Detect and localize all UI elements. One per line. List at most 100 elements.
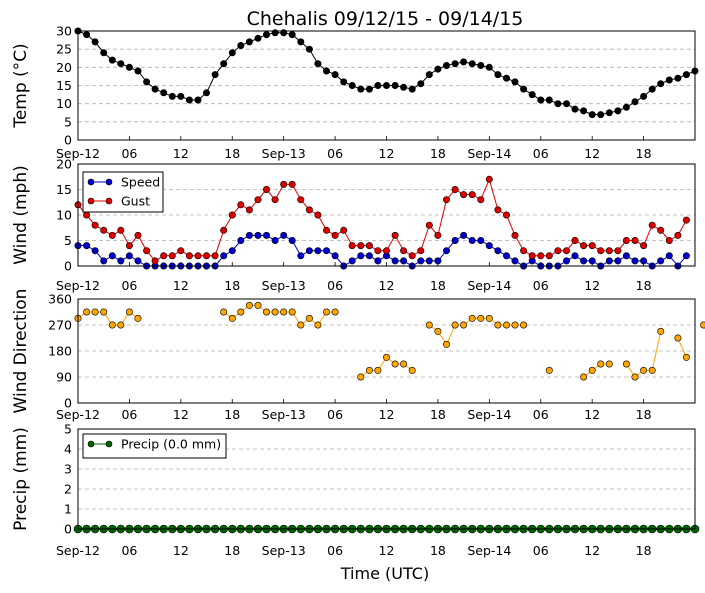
legend-label: Gust	[121, 194, 150, 209]
data-point	[562, 247, 570, 255]
data-point	[425, 257, 433, 265]
data-point	[511, 231, 519, 239]
data-point	[237, 201, 245, 209]
x-tick-label: 12	[584, 146, 600, 161]
data-point	[511, 321, 519, 329]
data-point	[254, 301, 262, 309]
data-point	[477, 61, 485, 69]
x-tick-label: 06	[533, 278, 549, 293]
x-tick-label: 18	[636, 278, 652, 293]
x-tick-label: 06	[327, 146, 343, 161]
data-point	[117, 321, 125, 329]
y-tick-label: 3	[64, 462, 72, 477]
data-point	[485, 63, 493, 71]
data-point	[228, 247, 236, 255]
data-point	[143, 78, 151, 86]
legend: Speed Gust	[82, 171, 164, 213]
data-point	[382, 247, 390, 255]
chart-panel-wind: 0 5 10 15 20 Sep-12 06 12 18 Sep-13 06 12 18 Sep-14 06…	[11, 157, 696, 293]
y-tick-label: 15	[56, 182, 72, 197]
data-point	[657, 226, 665, 234]
data-point	[588, 257, 596, 265]
data-point	[468, 191, 476, 199]
x-tick-label: 06	[533, 407, 549, 422]
series-line	[77, 177, 687, 262]
data-point	[185, 252, 193, 260]
x-tick-label: 06	[327, 407, 343, 422]
data-point	[288, 180, 296, 188]
data-point	[417, 247, 425, 255]
data-point	[605, 247, 613, 255]
data-point	[125, 63, 133, 71]
data-point	[331, 231, 339, 239]
x-tick-label: 12	[379, 278, 395, 293]
data-point	[408, 85, 416, 93]
data-point	[580, 242, 588, 250]
data-point	[357, 252, 365, 260]
data-point	[331, 71, 339, 79]
data-point	[622, 360, 630, 368]
x-tick-label: Sep-13	[262, 543, 306, 558]
data-point	[700, 321, 705, 329]
x-tick-label: Sep-12	[56, 543, 100, 558]
legend-marker	[105, 178, 113, 186]
data-point	[134, 314, 142, 322]
data-point	[520, 85, 528, 93]
legend-marker	[87, 197, 95, 205]
data-point	[365, 85, 373, 93]
data-point	[314, 211, 322, 219]
data-point	[91, 221, 99, 229]
data-point	[605, 360, 613, 368]
data-point	[648, 366, 656, 374]
data-point	[665, 76, 673, 84]
data-point	[262, 31, 270, 39]
legend-marker	[105, 197, 113, 205]
data-point	[322, 226, 330, 234]
data-point	[494, 247, 502, 255]
data-point	[537, 96, 545, 104]
data-point	[408, 252, 416, 260]
x-tick-label: Sep-14	[467, 146, 511, 161]
x-tick-label: Sep-13	[262, 407, 306, 422]
x-tick-label: Sep-13	[262, 146, 306, 161]
legend-box	[82, 171, 164, 213]
data-point	[545, 252, 553, 260]
data-point	[245, 231, 253, 239]
data-point	[657, 257, 665, 265]
series-wind-1	[74, 175, 690, 265]
data-point	[245, 206, 253, 214]
y-tick-label: 360	[48, 292, 72, 307]
data-point	[460, 58, 468, 66]
x-tick-label: 18	[224, 146, 240, 161]
y-tick-label: 0	[64, 396, 72, 411]
data-point	[262, 308, 270, 316]
data-point	[494, 321, 502, 329]
data-point	[322, 308, 330, 316]
data-point	[314, 321, 322, 329]
y-tick-label: 10	[56, 96, 72, 111]
data-point	[203, 89, 211, 97]
data-point	[108, 56, 116, 64]
data-point	[614, 247, 622, 255]
data-point	[134, 67, 142, 75]
data-point	[477, 314, 485, 322]
data-point	[280, 231, 288, 239]
data-point	[280, 308, 288, 316]
data-point	[288, 31, 296, 39]
data-point	[391, 231, 399, 239]
data-point	[571, 252, 579, 260]
chart-panel-dir: 0 90 180 270 360 Sep-12 06 12 18 Sep-13 06 12 18 Sep-…	[11, 289, 705, 422]
data-point	[185, 96, 193, 104]
data-point	[228, 211, 236, 219]
data-point	[143, 247, 151, 255]
data-point	[348, 257, 356, 265]
x-tick-label: 12	[173, 278, 189, 293]
data-point	[502, 211, 510, 219]
data-point	[168, 92, 176, 100]
data-point	[622, 252, 630, 260]
x-tick-label: 12	[584, 278, 600, 293]
data-point	[203, 252, 211, 260]
data-point	[597, 247, 605, 255]
data-point	[657, 327, 665, 335]
